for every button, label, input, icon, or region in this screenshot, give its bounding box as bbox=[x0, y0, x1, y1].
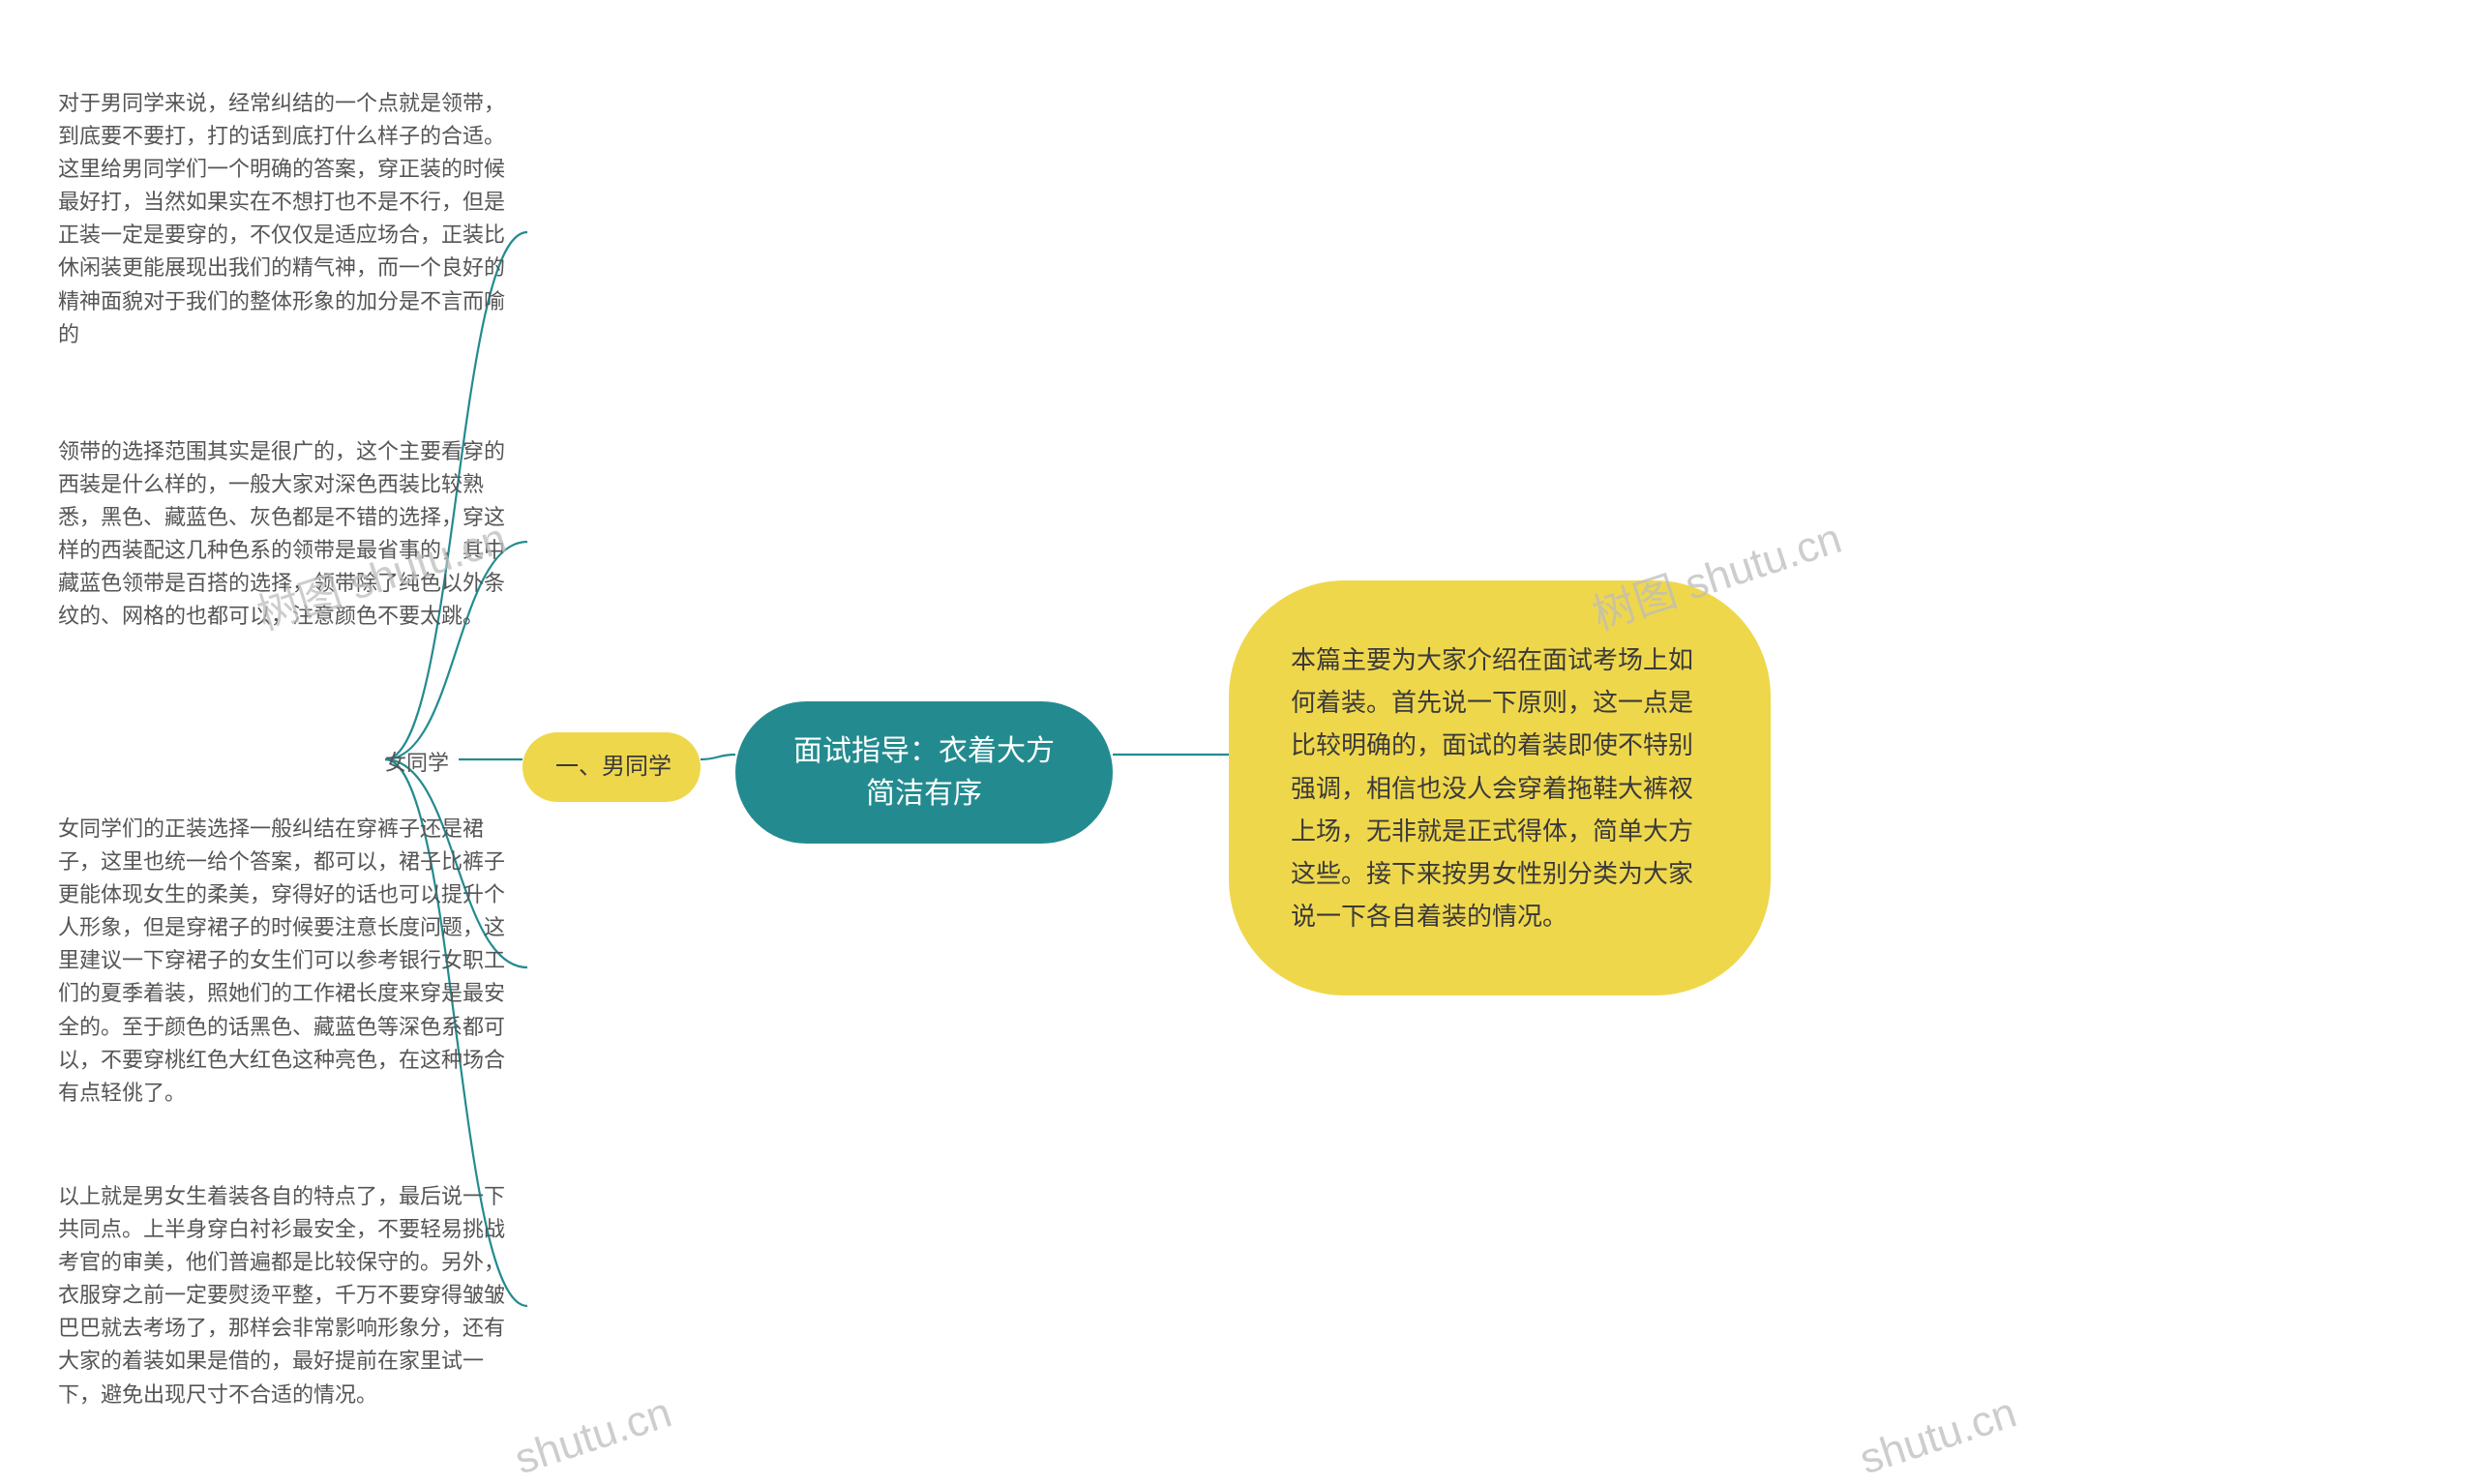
watermark: shutu.cn bbox=[1854, 1389, 2022, 1484]
leaf-paragraph[interactable]: 领带的选择范围其实是很广的，这个主要看穿的西装是什么样的，一般大家对深色西装比较… bbox=[58, 435, 522, 634]
leaf-text: 领带的选择范围其实是很广的，这个主要看穿的西装是什么样的，一般大家对深色西装比较… bbox=[58, 439, 505, 628]
leaf-paragraph[interactable]: 以上就是男女生着装各自的特点了，最后说一下共同点。上半身穿白衬衫最安全，不要轻易… bbox=[58, 1180, 522, 1411]
root-node[interactable]: 面试指导：衣着大方简洁有序 bbox=[735, 701, 1113, 844]
category-male-text: 一、男同学 bbox=[555, 754, 671, 780]
intro-box[interactable]: 本篇主要为大家介绍在面试考场上如何着装。首先说一下原则，这一点是比较明确的，面试… bbox=[1229, 580, 1771, 995]
leaf-paragraph[interactable]: 女同学们的正装选择一般纠结在穿裤子还是裙子，这里也统一给个答案，都可以，裙子比裤… bbox=[58, 813, 522, 1110]
leaf-text: 对于男同学来说，经常纠结的一个点就是领带，到底要不要打，打的话到底打什么样子的合… bbox=[58, 91, 505, 346]
category-female-text: 女同学 bbox=[385, 751, 449, 775]
leaf-text: 女同学们的正装选择一般纠结在穿裤子还是裙子，这里也统一给个答案，都可以，裙子比裤… bbox=[58, 816, 505, 1105]
intro-text: 本篇主要为大家介绍在面试考场上如何着装。首先说一下原则，这一点是比较明确的，面试… bbox=[1291, 645, 1693, 931]
watermark: shutu.cn bbox=[509, 1389, 677, 1484]
leaf-paragraph[interactable]: 对于男同学来说，经常纠结的一个点就是领带，到底要不要打，打的话到底打什么样子的合… bbox=[58, 87, 522, 351]
category-female[interactable]: 女同学 bbox=[385, 747, 449, 780]
leaf-text: 以上就是男女生着装各自的特点了，最后说一下共同点。上半身穿白衬衫最安全，不要轻易… bbox=[58, 1184, 505, 1407]
category-male[interactable]: 一、男同学 bbox=[522, 732, 701, 802]
root-text: 面试指导：衣着大方简洁有序 bbox=[793, 735, 1055, 810]
mindmap-canvas: 面试指导：衣着大方简洁有序 本篇主要为大家介绍在面试考场上如何着装。首先说一下原… bbox=[0, 0, 2477, 1481]
